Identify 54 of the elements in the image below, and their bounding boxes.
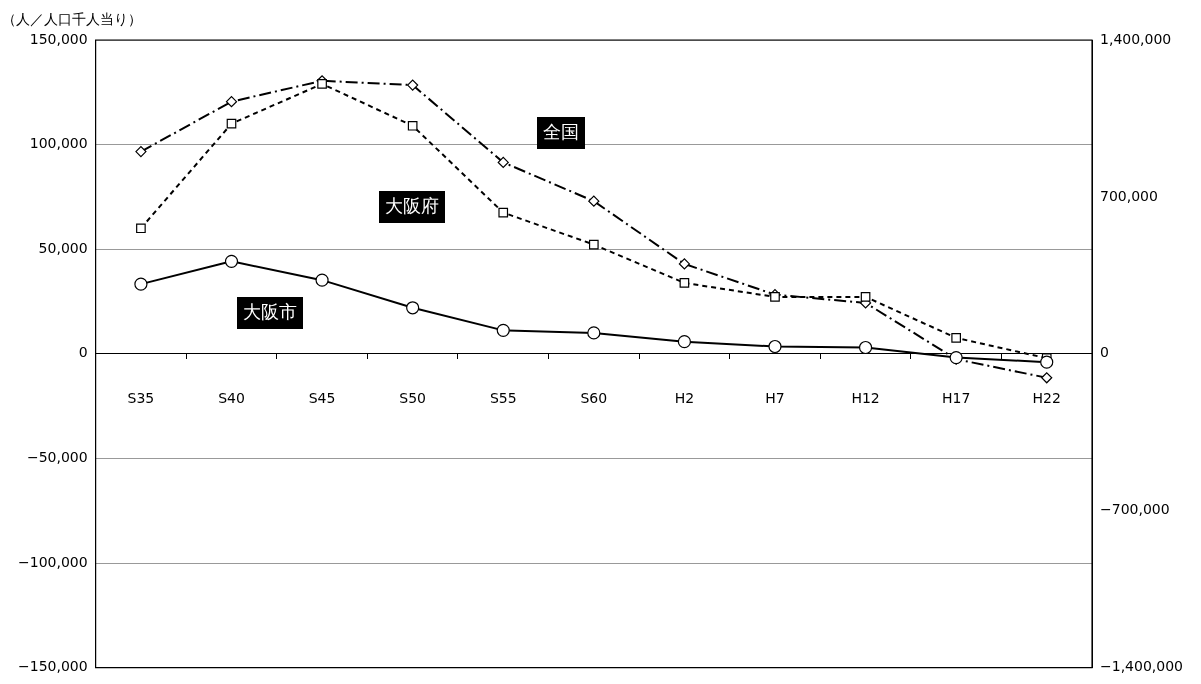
point — [768, 339, 782, 354]
point — [498, 207, 509, 218]
point — [226, 118, 237, 129]
x-tick-label: S45 — [308, 389, 336, 406]
y2-tick-label: −700,000 — [1100, 501, 1170, 518]
x-tick-label: S55 — [489, 389, 517, 406]
point — [497, 156, 509, 168]
point — [679, 278, 690, 288]
point — [136, 223, 146, 234]
point — [951, 333, 961, 343]
point — [224, 254, 239, 268]
y-tick-label: 0 — [78, 344, 88, 361]
point — [588, 195, 600, 207]
point — [406, 301, 420, 315]
x-tick-label: S50 — [399, 389, 427, 406]
x-tick-label: S40 — [218, 389, 245, 406]
y-tick-label: 100,000 — [29, 135, 88, 152]
x-tick-label: H22 — [1032, 389, 1061, 406]
x-tick-label: S35 — [127, 389, 155, 406]
point — [587, 326, 601, 340]
point — [407, 79, 419, 91]
y2-tick-label: 0 — [1100, 344, 1109, 361]
point — [134, 277, 148, 291]
y-axis-title: （人／人口千人当り） — [2, 10, 142, 27]
point — [407, 120, 418, 131]
point — [588, 239, 599, 250]
x-tick-label: S60 — [580, 389, 608, 406]
series-label: 全国 — [543, 120, 579, 142]
y2-tick-label: 1,400,000 — [1100, 30, 1172, 47]
point — [678, 258, 690, 270]
point — [858, 340, 873, 355]
point — [1040, 355, 1054, 369]
point — [496, 323, 510, 337]
y-tick-label: 150,000 — [29, 30, 88, 47]
x-tick-label: H2 — [674, 389, 695, 406]
x-tick-label: H7 — [765, 389, 785, 406]
point — [317, 79, 327, 89]
point — [135, 146, 147, 158]
point — [860, 292, 871, 302]
series-label: 大阪市 — [243, 300, 297, 322]
x-tick-label: H12 — [851, 389, 880, 406]
point — [225, 96, 238, 108]
series-label: 大阪府 — [385, 194, 439, 216]
point — [1041, 372, 1053, 384]
y-tick-label: −150,000 — [18, 658, 88, 675]
y2-tick-label: 700,000 — [1100, 187, 1158, 204]
point — [677, 335, 691, 349]
y-tick-label: 50,000 — [38, 239, 88, 256]
point — [770, 292, 780, 302]
y2-tick-label: −1,400,000 — [1100, 658, 1183, 675]
x-tick-label: H17 — [941, 389, 971, 406]
y-tick-label: −50,000 — [26, 449, 88, 466]
y-tick-label: −100,000 — [18, 553, 88, 570]
point — [315, 273, 329, 287]
